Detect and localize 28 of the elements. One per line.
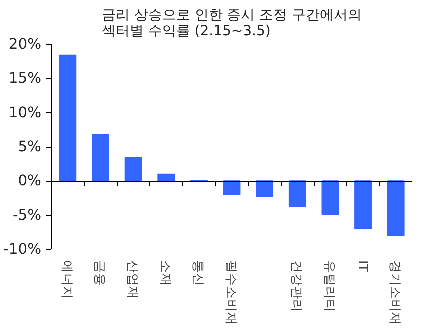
- y-tick-label: 0%: [18, 172, 42, 190]
- bar: [288, 180, 306, 207]
- y-tick-label: -10%: [4, 241, 42, 258]
- bar: [256, 180, 274, 198]
- bar: [59, 54, 77, 182]
- chart-title: 금리 상승으로 인한 증시 조정 구간에서의 섹터별 수익률 (2.15~3.5): [102, 8, 362, 40]
- bar: [387, 180, 405, 236]
- y-tick-label: 20%: [8, 36, 42, 53]
- y-tick-label: 10%: [8, 104, 42, 122]
- x-tick-label: 경기소비재: [388, 260, 404, 326]
- x-tick-label: 유틸리티: [322, 260, 338, 312]
- y-tick-label: 5%: [18, 138, 42, 156]
- x-tick-label: 소재: [158, 260, 174, 286]
- y-tick-label: -5%: [12, 206, 42, 224]
- x-tick-label: 통신: [192, 260, 207, 286]
- x-tick-label: 산업재: [126, 260, 142, 300]
- x-tick-label: 필수소비재: [224, 260, 240, 326]
- bar: [124, 157, 142, 182]
- bar: [158, 174, 176, 182]
- bar: [354, 180, 372, 230]
- x-tick-label: 에너지: [60, 260, 76, 300]
- x-tick-label: 금융: [93, 260, 108, 286]
- bar: [322, 180, 340, 216]
- x-tick-label: IT: [356, 260, 371, 272]
- y-tick-label: 15%: [8, 70, 42, 88]
- bar: [92, 134, 110, 182]
- bar: [223, 180, 241, 196]
- x-tick-label: 건강관리: [290, 260, 306, 312]
